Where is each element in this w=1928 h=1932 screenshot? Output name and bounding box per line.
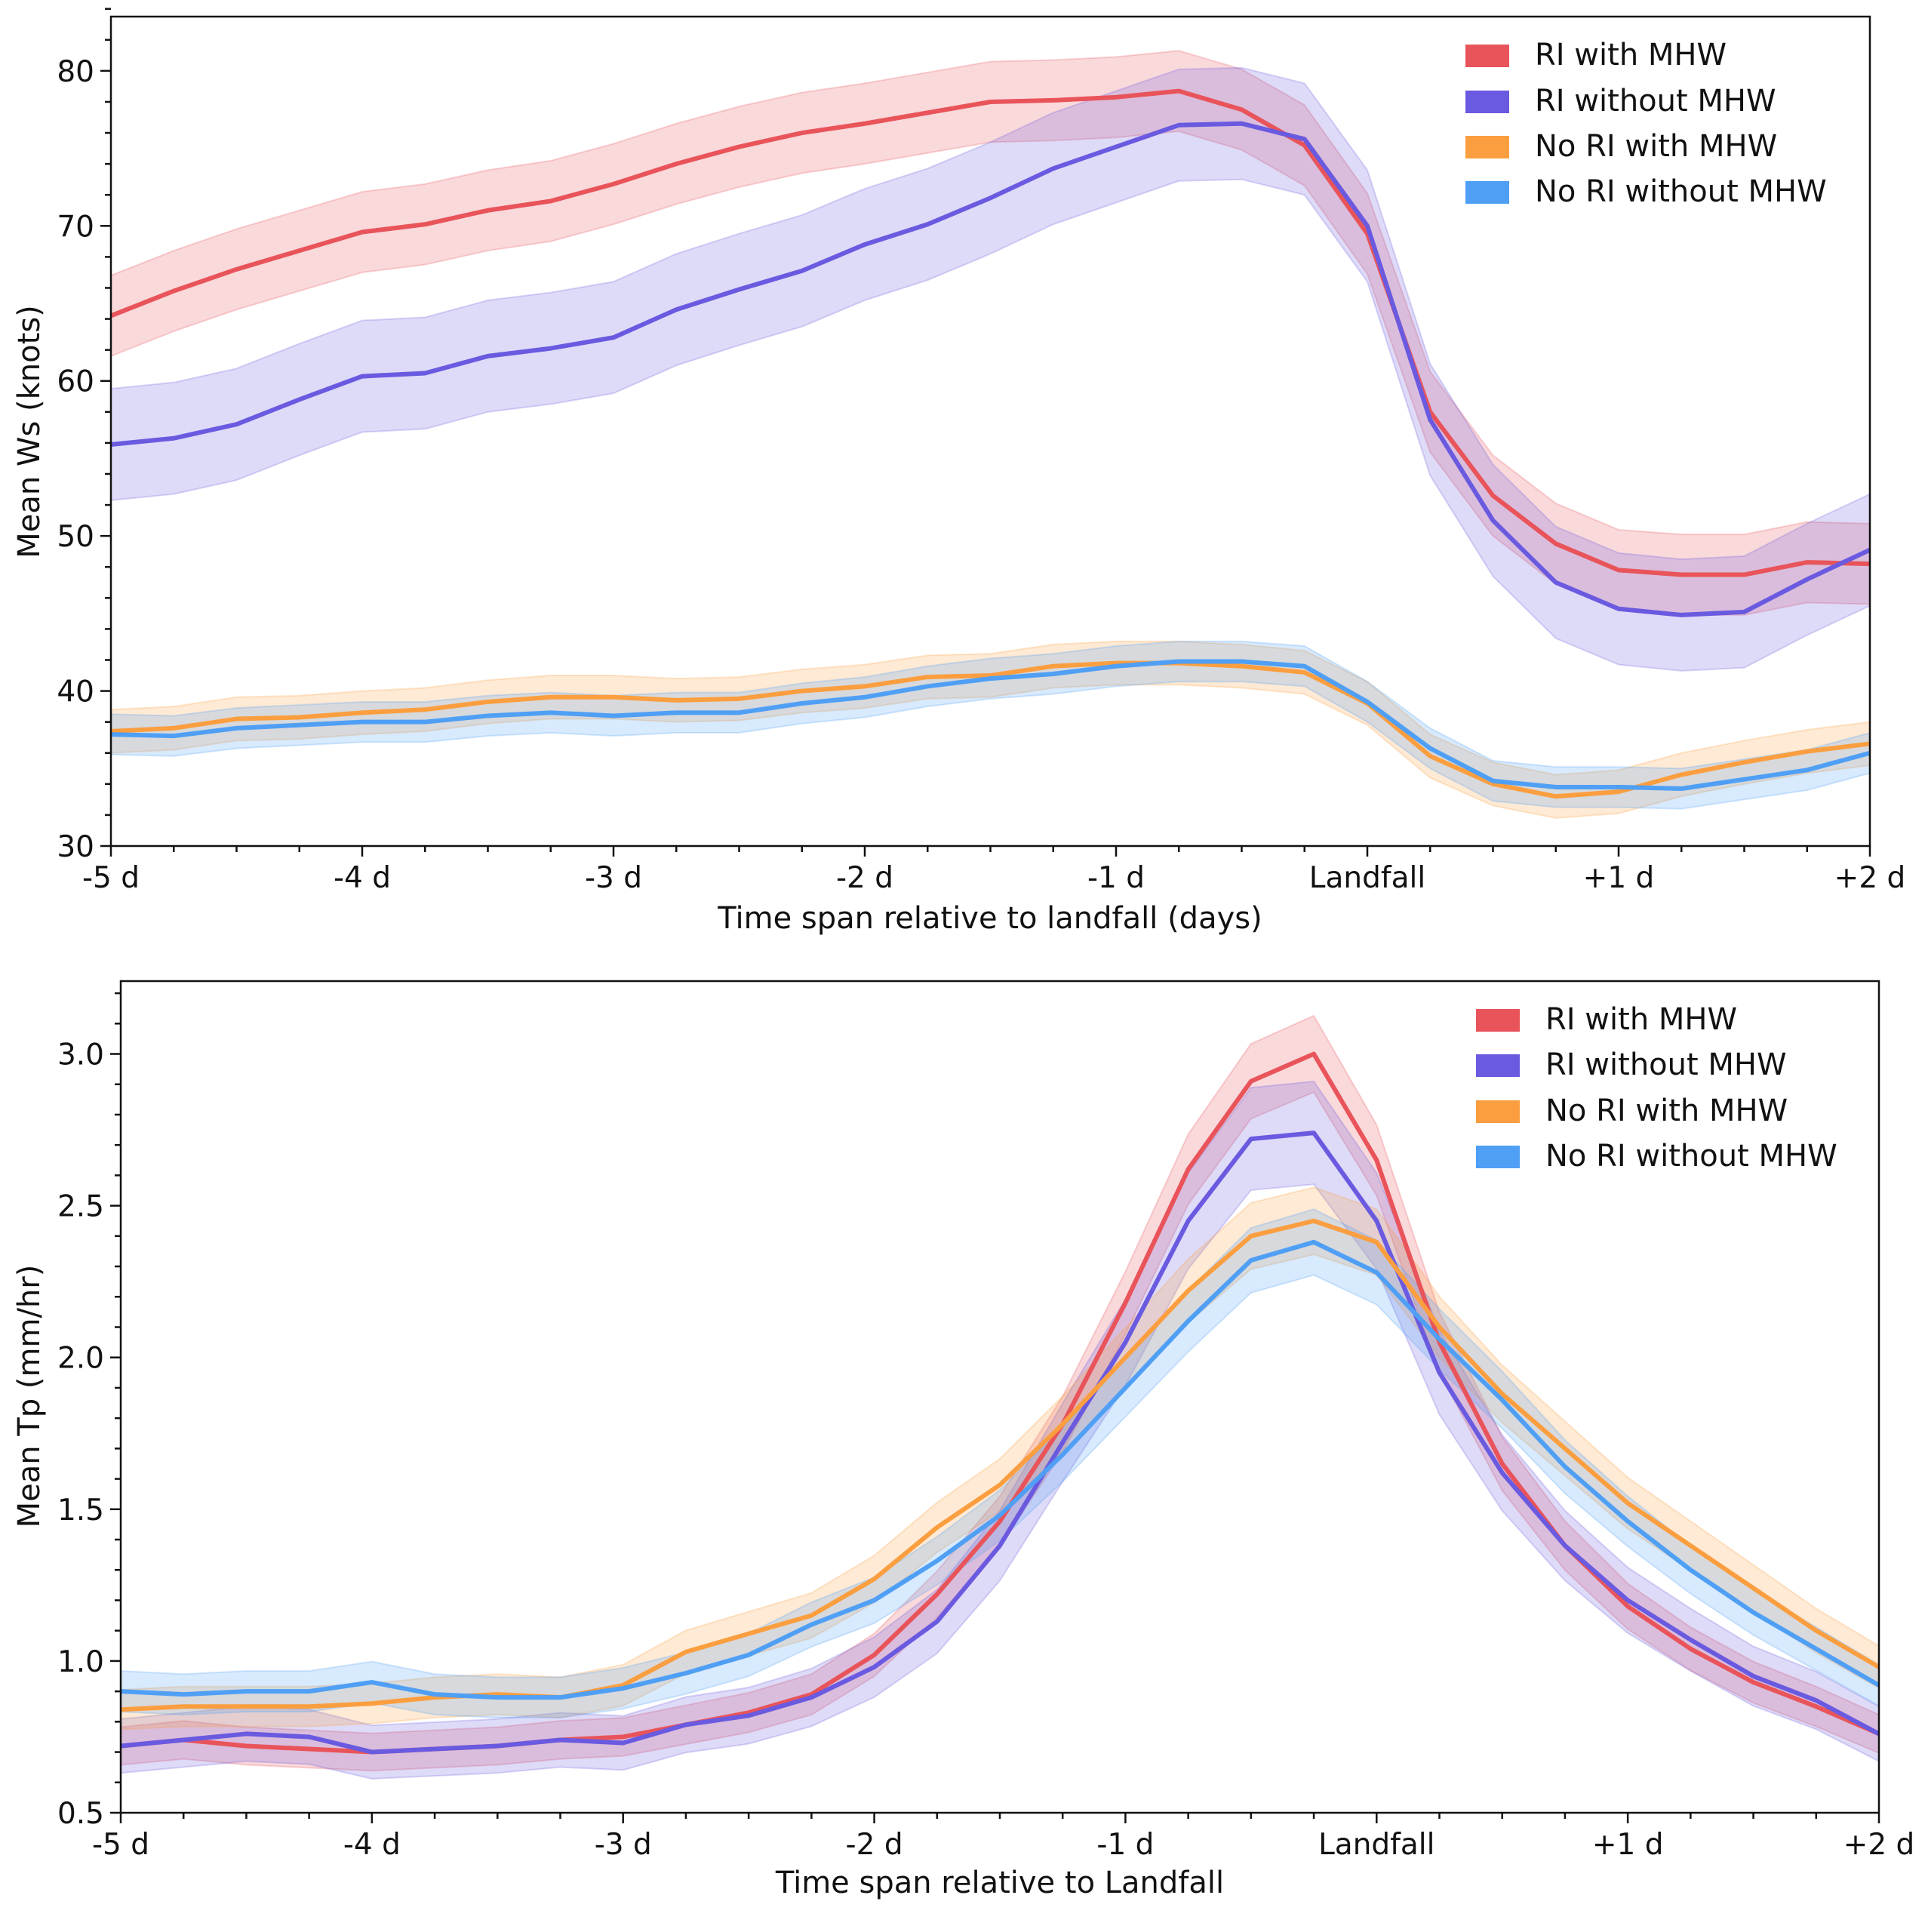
y-tick-label: 50 xyxy=(57,520,94,554)
x-tick-label: +1 d xyxy=(1592,1828,1664,1862)
plot-area xyxy=(109,50,1871,820)
y-axis-label: Mean Tp (mm/hr) xyxy=(12,1265,47,1528)
x-tick-label: -4 d xyxy=(343,1828,401,1862)
y-tick-label: 2.0 xyxy=(57,1342,104,1376)
legend-item: No RI without MHW xyxy=(1465,174,1827,209)
line-ri_no_mhw xyxy=(110,121,1871,617)
y-tick-label: 30 xyxy=(57,830,94,864)
x-tick-label: -1 d xyxy=(1087,861,1145,895)
x-tick-label: -3 d xyxy=(585,861,642,895)
x-tick-label: -4 d xyxy=(334,861,391,895)
x-axis-label: Time span relative to landfall (days) xyxy=(717,901,1262,936)
line-nori_no_mhw xyxy=(120,1239,1880,1700)
legend-swatch xyxy=(1476,1146,1520,1168)
line-ri_no_mhw xyxy=(120,1131,1880,1755)
x-tick-label: +1 d xyxy=(1583,861,1655,895)
line-nori_mhw xyxy=(110,660,1871,799)
y-tick-label: 60 xyxy=(57,365,94,399)
plot-area xyxy=(120,1014,1880,1780)
legend-swatch xyxy=(1465,181,1509,204)
y-axis-label: Mean Ws (knots) xyxy=(12,305,47,558)
band-nori_no_mhw xyxy=(110,640,1871,810)
x-tick-label: Landfall xyxy=(1309,861,1425,895)
legend-swatch xyxy=(1476,1100,1520,1123)
legend-item: RI without MHW xyxy=(1465,84,1776,118)
legend-item: No RI without MHW xyxy=(1476,1139,1837,1174)
x-tick-label: Landfall xyxy=(1318,1828,1434,1862)
legend-label: RI without MHW xyxy=(1535,84,1776,118)
legend-label: RI with MHW xyxy=(1545,1002,1737,1037)
legend-label: RI without MHW xyxy=(1545,1048,1787,1082)
wind-speed-panel: Time span relative to landfall (days) Me… xyxy=(12,8,1906,936)
legend-label: No RI without MHW xyxy=(1545,1139,1837,1174)
legend-label: RI with MHW xyxy=(1535,38,1727,72)
legend: RI with MHW RI without MHW No RI with MHW N… xyxy=(1476,1002,1837,1174)
legend: RI with MHW RI without MHW No RI with MHW N… xyxy=(1465,38,1827,209)
y-tick-label: 0.5 xyxy=(57,1797,104,1831)
line-ri_mhw xyxy=(109,88,1871,577)
y-tick-label: 1.0 xyxy=(57,1645,104,1679)
y-tick-label: 80 xyxy=(57,55,94,89)
x-tick-label: +2 d xyxy=(1843,1828,1915,1862)
x-axis-label: Time span relative to Landfall xyxy=(775,1866,1224,1900)
line-nori_no_mhw xyxy=(110,659,1871,791)
legend-item: No RI with MHW xyxy=(1476,1094,1788,1128)
y-tick-label: 3.0 xyxy=(57,1038,104,1072)
line-nori_mhw xyxy=(120,1218,1880,1712)
legend-item: No RI with MHW xyxy=(1465,129,1777,164)
x-tick-label: -2 d xyxy=(846,1828,903,1862)
legend-item: RI with MHW xyxy=(1465,38,1727,72)
x-tick-label: -1 d xyxy=(1096,1828,1154,1862)
precipitation-panel: Time span relative to Landfall Mean Tp (… xyxy=(12,980,1915,1900)
x-tick-label: -5 d xyxy=(82,861,140,895)
legend-label: No RI without MHW xyxy=(1535,174,1827,209)
y-tick-label: 70 xyxy=(57,210,94,244)
band-ri_mhw xyxy=(120,1014,1880,1772)
legend-swatch xyxy=(1465,91,1509,113)
x-tick-label: -5 d xyxy=(92,1828,149,1862)
y-tick-label: 1.5 xyxy=(57,1494,104,1527)
legend-label: No RI with MHW xyxy=(1535,129,1777,164)
band-nori_mhw xyxy=(120,1186,1880,1730)
legend-item: RI with MHW xyxy=(1476,1002,1737,1037)
x-tick-label: -2 d xyxy=(836,861,893,895)
y-tick-label: 40 xyxy=(57,675,94,709)
legend-label: No RI with MHW xyxy=(1545,1094,1788,1128)
legend-item: RI without MHW xyxy=(1476,1048,1787,1082)
y-tick-label: 2.5 xyxy=(57,1190,104,1224)
legend-swatch xyxy=(1476,1009,1520,1032)
legend-swatch xyxy=(1465,45,1509,67)
x-tick-label: +2 d xyxy=(1834,861,1906,895)
x-tick-label: -3 d xyxy=(595,1828,652,1862)
legend-swatch xyxy=(1465,136,1509,158)
legend-swatch xyxy=(1476,1054,1520,1077)
